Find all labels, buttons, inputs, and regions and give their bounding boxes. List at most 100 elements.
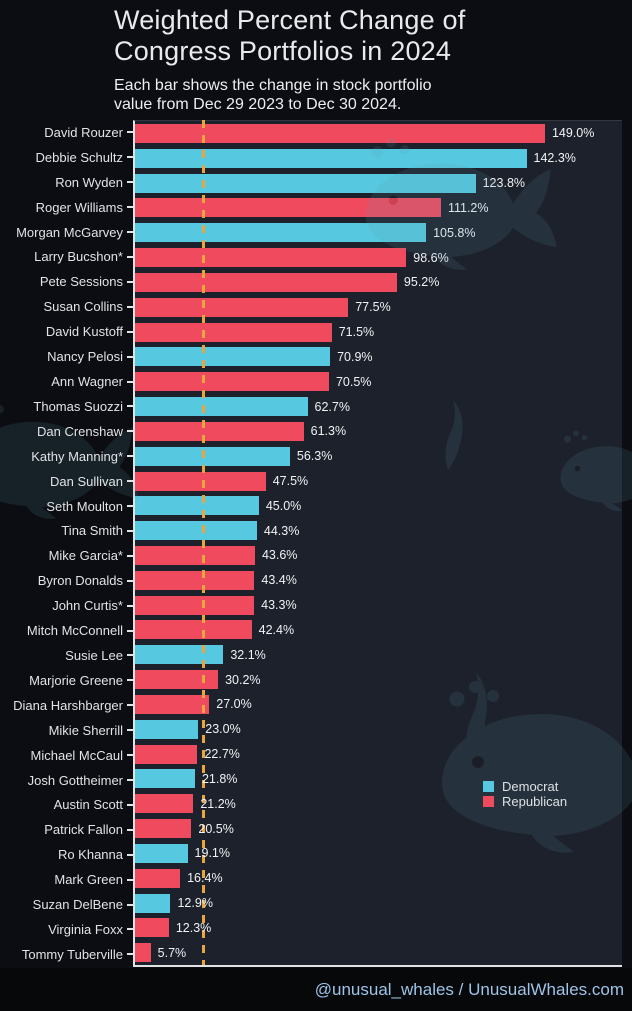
member-name-label: Pete Sessions bbox=[39, 274, 123, 290]
axis-label-row: Susan Collins bbox=[0, 294, 133, 319]
axis-label-row: Byron Donalds bbox=[0, 568, 133, 593]
axis-tick bbox=[127, 529, 133, 532]
bar-value-label: 56.3% bbox=[296, 449, 333, 464]
portfolio-bar bbox=[135, 148, 527, 168]
axis-tick bbox=[127, 231, 133, 234]
portfolio-bar bbox=[135, 248, 407, 268]
legend-label: Republican bbox=[502, 794, 568, 809]
axis-tick bbox=[127, 355, 133, 358]
bar-row: 5.7% bbox=[135, 940, 622, 965]
axis-tick bbox=[127, 181, 133, 184]
member-name-label: Ron Wyden bbox=[55, 174, 123, 190]
portfolio-bar bbox=[135, 670, 219, 690]
bar-row: 111.2% bbox=[135, 195, 622, 220]
axis-label-row: Mikie Sherrill bbox=[0, 718, 133, 743]
bar-value-label: 43.3% bbox=[261, 598, 297, 613]
portfolio-bar bbox=[135, 471, 266, 491]
member-name-label: David Kustoff bbox=[45, 324, 123, 340]
portfolio-bar bbox=[135, 297, 349, 317]
axis-tick bbox=[127, 280, 133, 283]
axis-tick bbox=[127, 206, 133, 209]
bar-value-label: 5.7% bbox=[157, 945, 187, 960]
member-name-label: Mikie Sherrill bbox=[48, 722, 123, 738]
bar-row: 105.8% bbox=[135, 220, 622, 245]
bar-value-label: 142.3% bbox=[533, 151, 576, 166]
axis-tick bbox=[127, 480, 133, 483]
bar-value-label: 98.6% bbox=[413, 250, 449, 265]
member-name-label: Morgan McGarvey bbox=[16, 224, 123, 240]
portfolio-bar bbox=[135, 173, 476, 193]
axis-tick bbox=[127, 405, 133, 408]
axis-label-row: Mark Green bbox=[0, 867, 133, 892]
bar-value-label: 44.3% bbox=[263, 523, 300, 538]
member-name-label: Marjorie Greene bbox=[29, 672, 123, 688]
axis-tick bbox=[127, 579, 133, 582]
bar-value-label: 23.0% bbox=[205, 722, 241, 737]
chart-subtitle: Each bar shows the change in stock portf… bbox=[114, 76, 465, 114]
member-name-label: Nancy Pelosi bbox=[47, 349, 123, 365]
bar-row: 47.5% bbox=[135, 469, 622, 494]
footer-bar: @unusual_whales / UnusualWhales.com bbox=[0, 968, 632, 1011]
axis-label-row: Mitch McConnell bbox=[0, 618, 133, 643]
bar-value-label: 20.5% bbox=[198, 821, 234, 836]
axis-tick bbox=[127, 654, 133, 657]
axis-tick bbox=[127, 330, 133, 333]
portfolio-bar bbox=[135, 446, 290, 466]
member-name-label: Michael McCaul bbox=[30, 747, 123, 763]
bar-value-label: 16.4% bbox=[187, 871, 223, 886]
portfolio-bar bbox=[135, 794, 194, 814]
axis-label-row: Ann Wagner bbox=[0, 369, 133, 394]
plot-area: 149.0% 142.3% 123.8% 111.2% 105.8% 98.6%… bbox=[133, 120, 622, 967]
bar-row: 61.3% bbox=[135, 419, 622, 444]
y-axis-labels: David Rouzer Debbie Schultz Ron Wyden Ro… bbox=[0, 120, 133, 967]
portfolio-bar bbox=[135, 719, 199, 739]
axis-tick bbox=[127, 554, 133, 557]
bar-row: 77.5% bbox=[135, 295, 622, 320]
axis-tick bbox=[127, 679, 133, 682]
bar-value-label: 70.9% bbox=[337, 349, 373, 364]
member-name-label: Dan Sullivan bbox=[50, 473, 123, 489]
portfolio-bar bbox=[135, 322, 332, 342]
bar-value-label: 123.8% bbox=[482, 176, 526, 191]
bar-value-label: 61.3% bbox=[310, 424, 347, 439]
portfolio-bar bbox=[135, 570, 255, 590]
member-name-label: Mark Green bbox=[54, 872, 123, 888]
axis-label-row: Dan Crenshaw bbox=[0, 419, 133, 444]
bar-value-label: 43.4% bbox=[261, 573, 297, 588]
bar-value-label: 70.5% bbox=[335, 374, 372, 389]
bar-row: 27.0% bbox=[135, 692, 622, 717]
bar-value-label: 95.2% bbox=[403, 275, 440, 290]
chart-title-line1: Weighted Percent Change of bbox=[114, 5, 466, 35]
portfolio-bar bbox=[135, 421, 304, 441]
bar-row: 16.4% bbox=[135, 866, 622, 891]
axis-label-row: David Rouzer bbox=[0, 120, 133, 145]
portfolio-bar bbox=[135, 595, 255, 615]
bar-row: 23.0% bbox=[135, 717, 622, 742]
bar-value-label: 32.1% bbox=[230, 647, 266, 662]
bar-value-label: 105.8% bbox=[433, 225, 476, 240]
axis-tick bbox=[127, 928, 133, 931]
axis-tick bbox=[127, 779, 133, 782]
legend-item: Democrat bbox=[483, 780, 567, 793]
bar-value-label: 149.0% bbox=[551, 126, 595, 141]
member-name-label: Mitch McConnell bbox=[26, 623, 123, 639]
member-name-label: Susie Lee bbox=[65, 647, 123, 663]
bar-row: 56.3% bbox=[135, 444, 622, 469]
portfolio-bar bbox=[135, 347, 331, 367]
axis-label-row: Tina Smith bbox=[0, 519, 133, 544]
member-name-label: Diana Harshbarger bbox=[13, 697, 123, 713]
bar-row: 71.5% bbox=[135, 320, 622, 345]
portfolio-bar bbox=[135, 620, 252, 640]
axis-label-row: Mike Garcia* bbox=[0, 543, 133, 568]
axis-tick bbox=[127, 828, 133, 831]
member-name-label: Byron Donalds bbox=[37, 573, 123, 589]
axis-label-row: Seth Moulton bbox=[0, 494, 133, 519]
member-name-label: Roger Williams bbox=[35, 199, 123, 215]
axis-label-row: Marjorie Greene bbox=[0, 668, 133, 693]
axis-label-row: Nancy Pelosi bbox=[0, 344, 133, 369]
bar-row: 44.3% bbox=[135, 518, 622, 543]
bar-row: 20.5% bbox=[135, 816, 622, 841]
member-name-label: Larry Bucshon* bbox=[34, 249, 123, 265]
portfolio-bar bbox=[135, 496, 259, 516]
portfolio-bar bbox=[135, 819, 192, 839]
